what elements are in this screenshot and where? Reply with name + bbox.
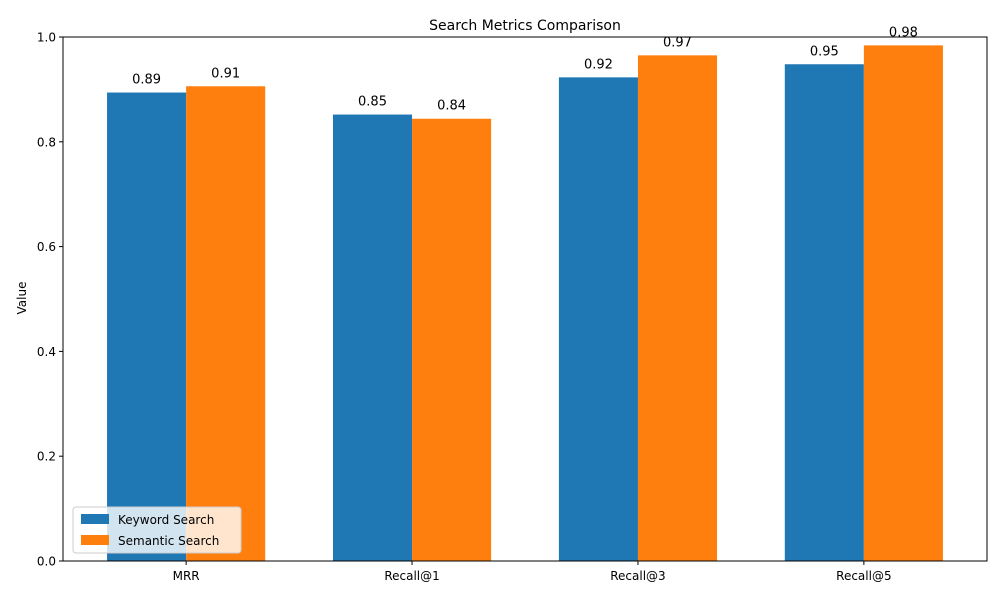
y-axis-label: Value (15, 282, 29, 315)
y-tick-label: 0.6 (37, 240, 56, 254)
data-label: 0.98 (889, 25, 918, 40)
legend-swatch (81, 514, 109, 524)
data-label: 0.85 (358, 95, 387, 110)
data-label: 0.92 (584, 57, 613, 72)
bar-semantic-2 (637, 55, 718, 562)
x-tick-label: Recall@5 (836, 569, 891, 583)
legend-label: Semantic Search (118, 534, 219, 548)
bar-semantic-3 (863, 45, 943, 561)
y-tick-label: 0.8 (37, 135, 56, 149)
x-tick-label: Recall@1 (384, 569, 439, 583)
chart-title: Search Metrics Comparison (429, 18, 621, 34)
bar-keyword-1 (332, 114, 413, 562)
y-tick-label: 0.4 (37, 345, 56, 359)
data-label: 0.97 (663, 35, 692, 50)
bar-semantic-0 (186, 86, 266, 561)
data-label: 0.95 (810, 44, 839, 59)
y-tick-label: 0.0 (37, 555, 56, 569)
legend: Keyword Search Semantic Search (72, 506, 242, 554)
bar-keyword-3 (784, 64, 864, 561)
legend-swatch (81, 535, 109, 545)
data-label: 0.91 (211, 66, 240, 81)
y-tick-label: 0.2 (37, 450, 56, 464)
plot-area: 0.89 0.85 0.92 0.95 0.91 0.84 0.97 0.98 (107, 25, 943, 562)
legend-label: Keyword Search (118, 513, 214, 527)
plot-frame (62, 36, 988, 562)
legend-box (72, 506, 242, 554)
x-tick-label: MRR (173, 569, 200, 583)
bar-keyword-2 (558, 77, 638, 561)
y-tick-label: 1.0 (37, 31, 56, 45)
data-label: 0.84 (437, 99, 466, 114)
bar-keyword-0 (107, 92, 187, 561)
axis-ticks: 0.0 0.2 0.4 0.6 0.8 1.0 MRR Recall@1 Recall@3 Rec… (37, 31, 988, 583)
x-tick-label: Recall@3 (610, 569, 665, 583)
bar-semantic-1 (412, 118, 492, 562)
data-label: 0.89 (132, 73, 161, 88)
